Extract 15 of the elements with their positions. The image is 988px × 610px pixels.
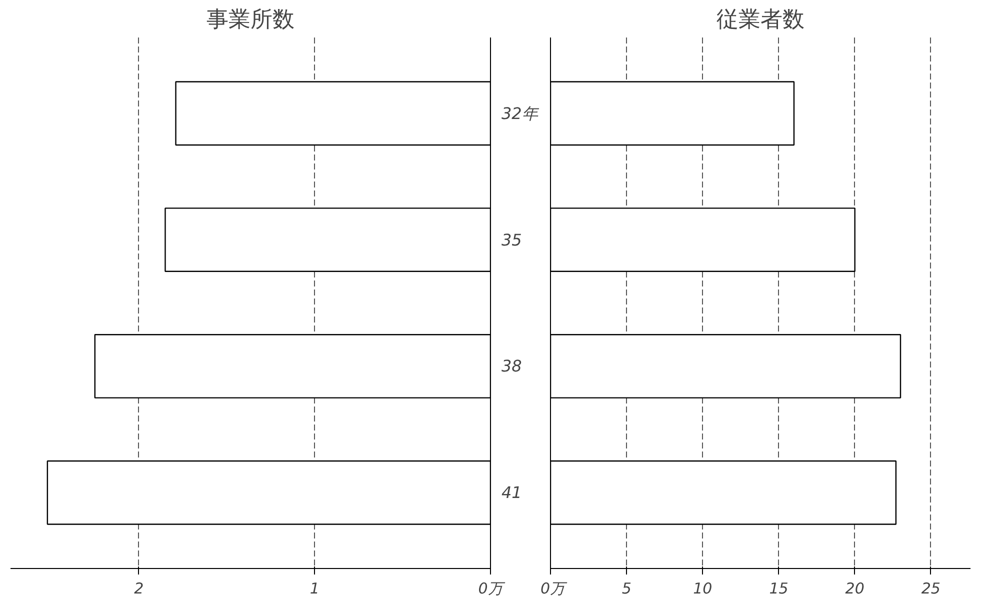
chart-title: 事業所数 xyxy=(206,8,294,32)
x-tick-label: 1 xyxy=(310,580,320,598)
chart-title: 従業者数 xyxy=(716,8,804,32)
x-tick-label: 2 xyxy=(134,580,144,598)
x-tick-label: 0万 xyxy=(540,580,568,598)
x-tick-label: 20 xyxy=(845,580,864,598)
x-tick-label: 5 xyxy=(622,580,632,598)
x-tick-label: 15 xyxy=(769,580,788,598)
x-tick-label: 25 xyxy=(921,580,940,598)
y-tick-label: 41 xyxy=(502,483,522,502)
y-tick-label: 38 xyxy=(502,356,522,376)
y-tick-label: 35 xyxy=(502,230,522,250)
x-tick-label: 10 xyxy=(693,580,712,598)
x-tick-label: 0万 xyxy=(478,580,506,598)
y-tick-label: 32年 xyxy=(502,104,540,123)
